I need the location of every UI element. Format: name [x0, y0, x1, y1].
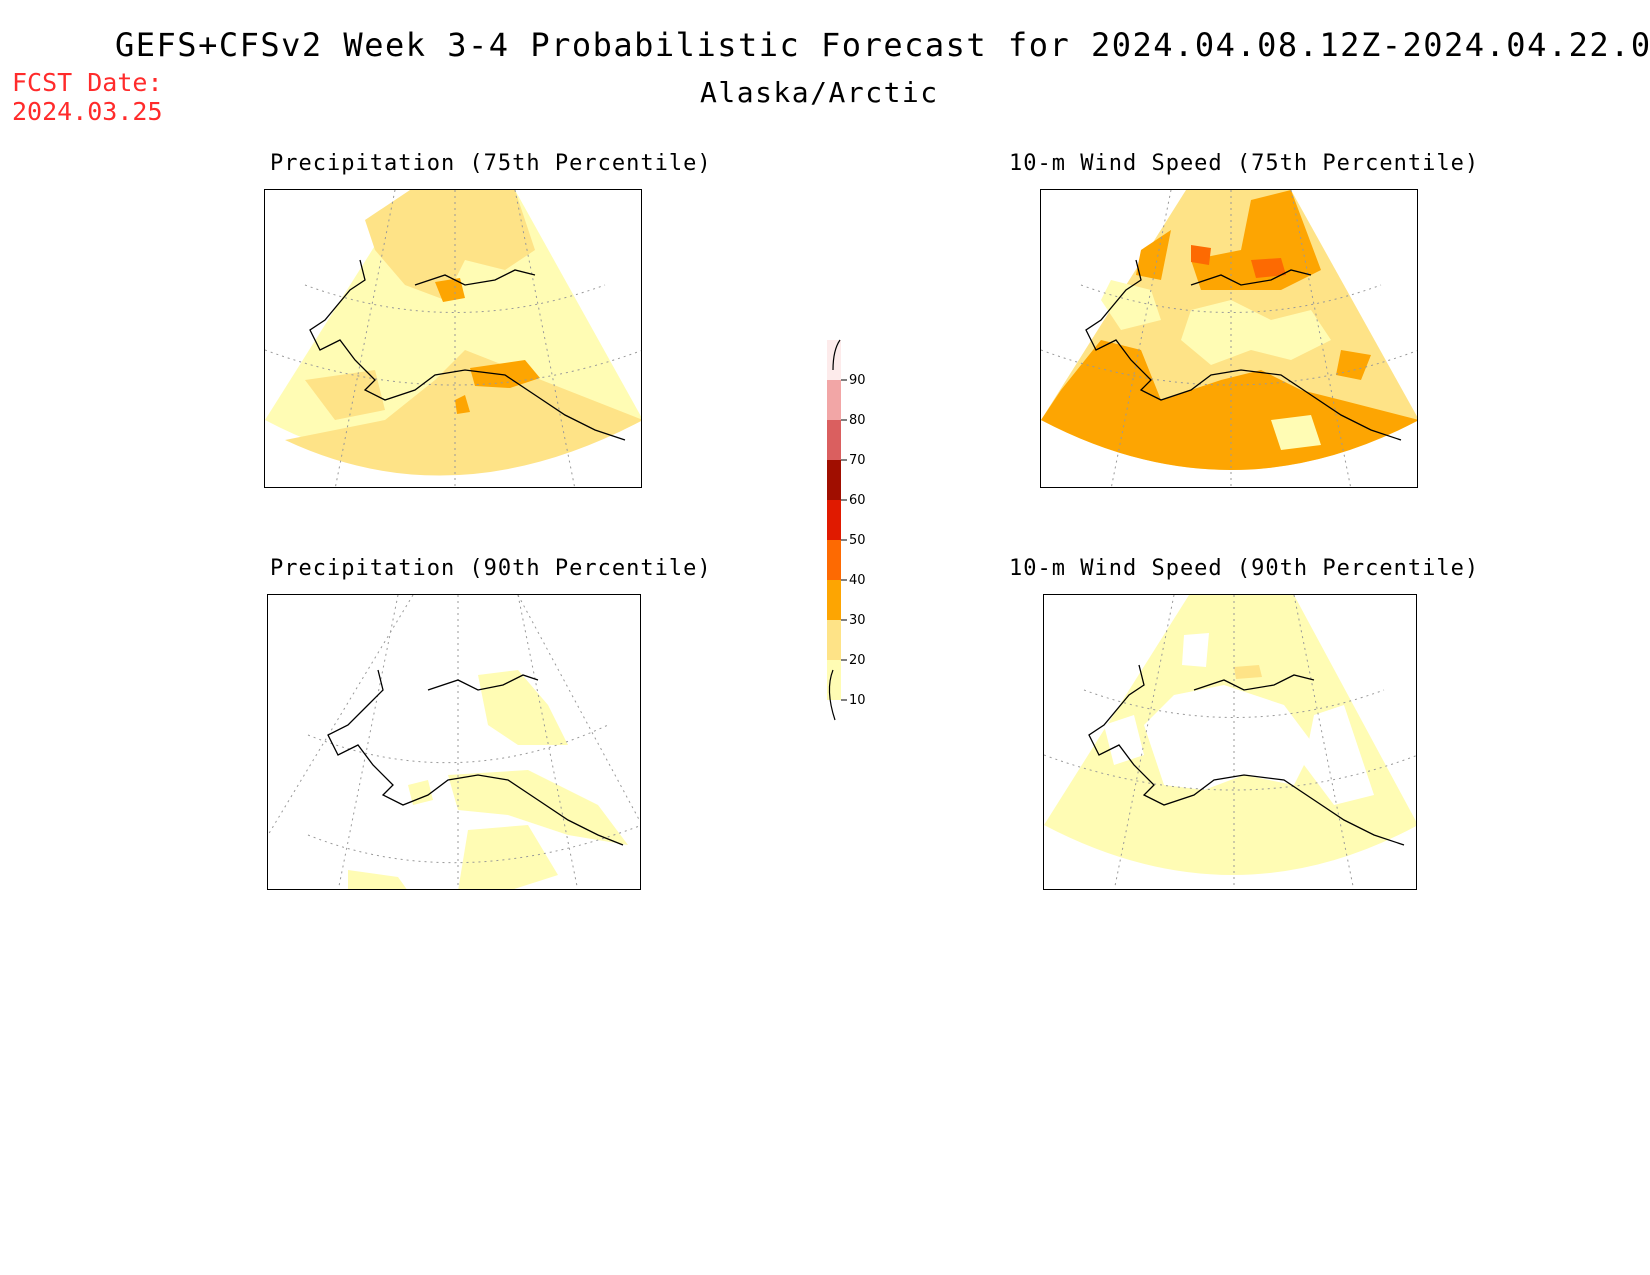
colorbar-label-50: 50 — [849, 533, 866, 548]
fcst-date-value: 2024.03.25 — [12, 97, 163, 126]
colorbar-label-70: 70 — [849, 453, 866, 468]
contour-30-region — [435, 278, 465, 302]
coastline — [309, 259, 626, 441]
colorbar-swatch-40 — [827, 540, 841, 580]
contour-20-region — [1234, 665, 1262, 679]
no-signal-region — [1104, 715, 1144, 765]
map-wind75 — [1040, 189, 1418, 488]
contour-30-region — [1336, 350, 1371, 380]
contour-40-region — [1251, 258, 1286, 278]
contour-10-region — [348, 870, 407, 889]
contour-30-region — [1191, 190, 1321, 290]
colorbar-label-80: 80 — [849, 413, 866, 428]
panel-title-wind90: 10-m Wind Speed (90th Percentile) — [1009, 556, 1480, 581]
contour-10-region — [458, 825, 558, 889]
page-title: GEFS+CFSv2 Week 3-4 Probabilistic Foreca… — [115, 26, 1650, 64]
panel-title-precip90: Precipitation (90th Percentile) — [270, 556, 712, 581]
colorbar-label-90: 90 — [849, 373, 866, 388]
colorbar-swatch-80 — [827, 380, 841, 420]
colorbar-label-40: 40 — [849, 573, 866, 588]
contour-10-region — [1271, 415, 1321, 450]
contour-20-region — [305, 370, 385, 420]
panel-title-precip75: Precipitation (75th Percentile) — [270, 151, 712, 176]
contour-10-region — [1101, 280, 1161, 330]
contour-40-region — [1191, 245, 1211, 265]
contour-10-region — [1181, 300, 1331, 365]
no-signal-region — [1182, 633, 1209, 667]
colorbar-swatch-70 — [827, 420, 841, 460]
colorbar-label-10: 10 — [849, 693, 866, 708]
contour-30-region — [455, 395, 470, 414]
coastline — [1085, 259, 1402, 441]
colorbar-swatch-20 — [827, 620, 841, 660]
contour-10-region — [448, 770, 628, 845]
colorbar: 10 20 30 40 50 60 70 80 90 — [827, 339, 866, 721]
map-wind90 — [1043, 594, 1417, 890]
fcst-date: FCST Date: 2024.03.25 — [12, 68, 163, 126]
coastline — [327, 669, 624, 846]
no-signal-region — [1304, 705, 1374, 805]
fcst-date-label: FCST Date: — [12, 68, 163, 97]
colorbar-label-60: 60 — [849, 493, 866, 508]
colorbar-swatch-30 — [827, 580, 841, 620]
contour-30-region — [470, 360, 540, 388]
colorbar-swatch-10 — [827, 660, 841, 700]
region-subtitle: Alaska/Arctic — [700, 76, 939, 109]
contour-10-region — [408, 780, 433, 805]
contour-30-region — [1136, 230, 1171, 280]
colorbar-swatch-60 — [827, 460, 841, 500]
map-precip75 — [264, 189, 642, 488]
map-precip90 — [267, 594, 641, 890]
colorbar-label-30: 30 — [849, 613, 866, 628]
colorbar-label-20: 20 — [849, 653, 866, 668]
contour-30-region — [1041, 340, 1417, 470]
panel-title-wind75: 10-m Wind Speed (75th Percentile) — [1009, 151, 1480, 176]
colorbar-bottom-arrow — [828, 669, 836, 721]
colorbar-top-arrow — [832, 339, 841, 371]
colorbar-swatch-50 — [827, 500, 841, 540]
no-signal-region — [1144, 685, 1314, 790]
contour-10-region — [478, 670, 568, 745]
coastline — [1088, 664, 1405, 846]
contour-20-region — [365, 190, 535, 300]
